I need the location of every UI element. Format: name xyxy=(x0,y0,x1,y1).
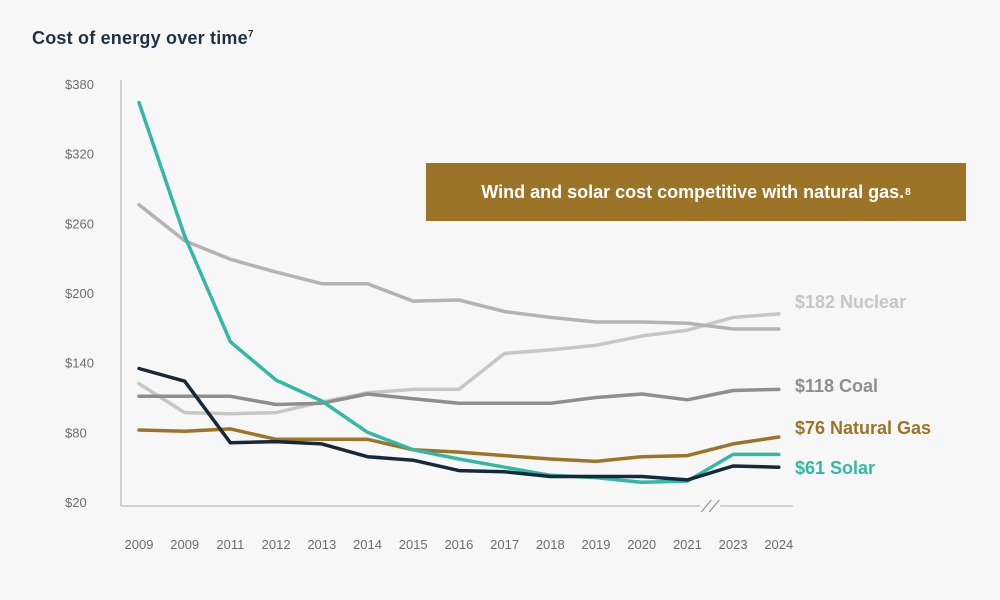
x-tick-label: 2012 xyxy=(262,537,291,552)
y-tick-label: $20 xyxy=(65,495,87,510)
x-tick-label: 2009 xyxy=(170,537,199,552)
x-tick-label: 2009 xyxy=(125,537,154,552)
x-tick-label: 2021 xyxy=(673,537,702,552)
series-line xyxy=(137,203,781,331)
y-tick-label: $80 xyxy=(65,425,87,440)
x-tick-label: 2020 xyxy=(627,537,656,552)
series-label: $61 Solar xyxy=(795,458,876,478)
x-tick-label: 2024 xyxy=(764,537,793,552)
chart-title: Cost of energy over time7 xyxy=(32,28,254,48)
x-tick-label: 2017 xyxy=(490,537,519,552)
y-tick-label: $200 xyxy=(65,286,94,301)
axis-break-mark xyxy=(700,499,712,513)
series-line xyxy=(137,312,781,416)
x-tick-label: 2014 xyxy=(353,537,382,552)
series-line xyxy=(137,427,781,464)
y-tick-label: $380 xyxy=(65,77,94,92)
y-tick-label: $320 xyxy=(65,147,94,162)
x-tick-label: 2011 xyxy=(216,537,244,552)
x-tick-label: 2015 xyxy=(399,537,428,552)
series-lines xyxy=(137,100,781,485)
series-label: $118 Coal xyxy=(795,376,879,396)
x-tick-label: 2019 xyxy=(582,537,611,552)
axes: $380 $320 $260 $200 $140 $80 $20 2009 2009 2011 20… xyxy=(65,77,793,552)
callout-note: 8 xyxy=(905,186,911,198)
callout-box: Wind and solar cost competitive with nat… xyxy=(426,163,966,221)
series-label: $182 Nuclear xyxy=(795,292,907,312)
x-tick-label: 2018 xyxy=(536,537,565,552)
axis-break-mark xyxy=(708,499,720,513)
series-line xyxy=(137,387,781,407)
series-label: $76 Natural Gas xyxy=(795,418,932,438)
callout-text: Wind and solar cost competitive with nat… xyxy=(481,181,905,202)
series-line xyxy=(137,366,781,482)
series-line xyxy=(137,100,781,485)
x-tick-label: 2016 xyxy=(444,537,473,552)
y-tick-label: $140 xyxy=(65,356,94,371)
y-tick-label: $260 xyxy=(65,216,94,231)
x-tick-label: 2023 xyxy=(719,537,748,552)
x-tick-label: 2013 xyxy=(307,537,336,552)
